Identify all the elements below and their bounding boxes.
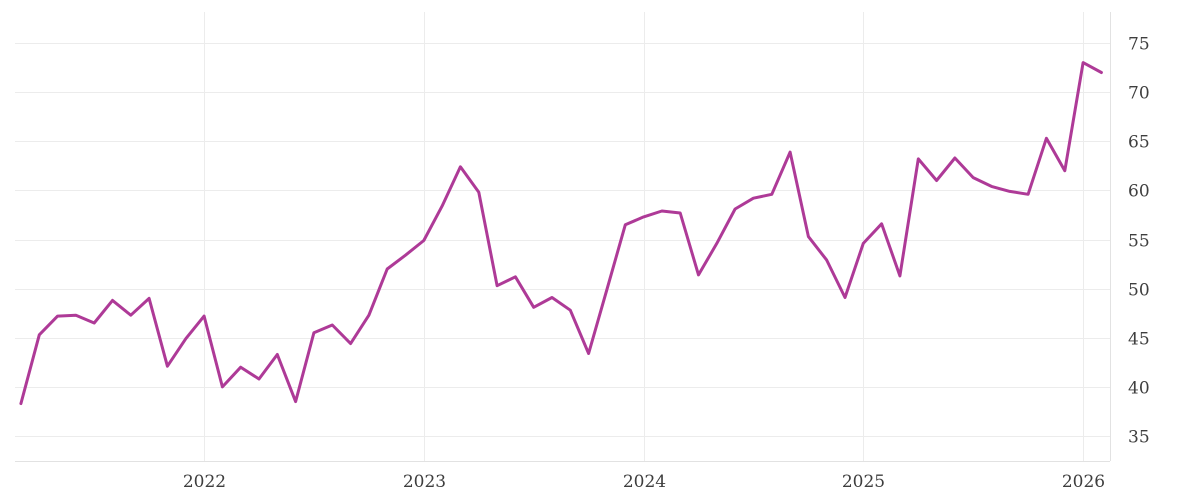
y-axis-tick-label: 40 [1128, 379, 1150, 399]
x-axis-tick-label: 2022 [183, 472, 226, 492]
x-axis-tick-label: 2023 [403, 472, 446, 492]
x-axis-tick-label: 2024 [623, 472, 666, 492]
y-axis-tick-label: 65 [1128, 133, 1150, 153]
y-axis-tick-label: 55 [1128, 232, 1150, 252]
y-axis-tick-label: 75 [1128, 35, 1150, 55]
x-axis-tick-label: 2026 [1062, 472, 1105, 492]
y-axis-tick-label: 35 [1128, 428, 1150, 448]
y-axis-tick-label: 45 [1128, 330, 1150, 350]
x-axis-tick-label: 2025 [842, 472, 885, 492]
y-axis-tick-label: 70 [1128, 84, 1150, 104]
data-line [19, 61, 1103, 406]
y-axis-tick-label: 60 [1128, 182, 1150, 202]
y-axis-tick-label: 50 [1128, 281, 1150, 301]
